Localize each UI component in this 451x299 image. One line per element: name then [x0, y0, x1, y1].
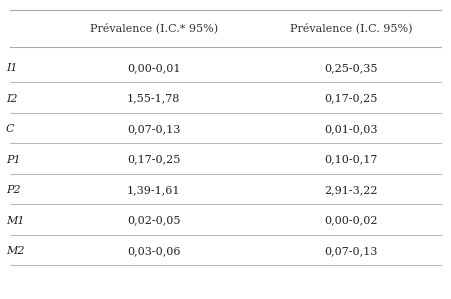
Text: 0,00-0,01: 0,00-0,01: [127, 63, 180, 73]
Text: P2: P2: [6, 185, 20, 195]
Text: I1: I1: [6, 63, 18, 73]
Text: 0,07-0,13: 0,07-0,13: [127, 124, 180, 134]
Text: 1,55-1,78: 1,55-1,78: [127, 94, 180, 103]
Text: 0,01-0,03: 0,01-0,03: [324, 124, 378, 134]
Text: 0,07-0,13: 0,07-0,13: [324, 246, 377, 256]
Text: M1: M1: [6, 216, 24, 225]
Text: Prévalence (I.C.* 95%): Prévalence (I.C.* 95%): [90, 23, 218, 33]
Text: 2,91-3,22: 2,91-3,22: [324, 185, 378, 195]
Text: Prévalence (I.C. 95%): Prévalence (I.C. 95%): [290, 23, 412, 33]
Text: P1: P1: [6, 155, 20, 164]
Text: 0,25-0,35: 0,25-0,35: [324, 63, 378, 73]
Text: 1,39-1,61: 1,39-1,61: [127, 185, 180, 195]
Text: I2: I2: [6, 94, 18, 103]
Text: 0,00-0,02: 0,00-0,02: [324, 216, 378, 225]
Text: 0,02-0,05: 0,02-0,05: [127, 216, 180, 225]
Text: 0,10-0,17: 0,10-0,17: [324, 155, 377, 164]
Text: 0,17-0,25: 0,17-0,25: [127, 155, 180, 164]
Text: C: C: [6, 124, 14, 134]
Text: 0,03-0,06: 0,03-0,06: [127, 246, 180, 256]
Text: M2: M2: [6, 246, 24, 256]
Text: 0,17-0,25: 0,17-0,25: [324, 94, 377, 103]
